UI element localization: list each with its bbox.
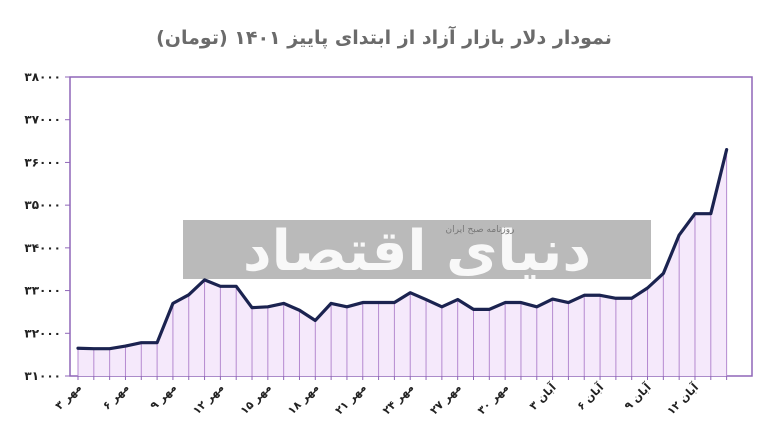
x-tick-label: ۶ مهر bbox=[100, 381, 131, 412]
y-axis: ۳۱۰۰۰ ۳۲۰۰۰ ۳۳۰۰۰ ۳۴۰۰۰ ۳۵۰۰۰ ۳۶۰۰۰ ۳۷۰۰۰ ۳۸۰۰۰ bbox=[24, 70, 70, 383]
watermark-tagline: روزنامه صبح ایران bbox=[446, 225, 515, 235]
watermark-brand: دنیای اقتصاد bbox=[243, 219, 591, 284]
x-tick-label: ۶ آبان bbox=[574, 380, 607, 413]
x-tick-label: ۲۱ مهر bbox=[333, 381, 369, 417]
x-tick-label: ۱۲ مهر bbox=[190, 381, 226, 417]
x-tick-label: ۹ مهر bbox=[148, 381, 179, 412]
watermark: دنیای اقتصاد روزنامه صبح ایران bbox=[183, 219, 651, 284]
drop-lines bbox=[77, 149, 728, 376]
x-tick-label: ۱۲ آبان bbox=[664, 380, 701, 417]
series-line-group bbox=[76, 148, 729, 351]
x-tick-label: ۲۷ مهر bbox=[428, 381, 464, 417]
x-tick-label: ۳۰ مهر bbox=[475, 381, 511, 417]
y-tick-label: ۳۲۰۰۰ bbox=[24, 326, 61, 340]
area-shape bbox=[78, 149, 727, 376]
x-tick-label: ۱۸ مهر bbox=[285, 381, 321, 417]
x-axis: ۳ مهر ۶ مهر ۹ مهر ۱۲ مهر ۱۵ مهر ۱۸ مهر ۲۱ مهر ۲… bbox=[53, 376, 728, 417]
x-tick-label: ۳ مهر bbox=[53, 381, 84, 412]
y-tick-label: ۳۳۰۰۰ bbox=[24, 284, 61, 298]
x-tick-label: ۲۴ مهر bbox=[380, 381, 416, 417]
y-tick-label: ۳۴۰۰۰ bbox=[24, 241, 61, 255]
y-tick-label: ۳۷۰۰۰ bbox=[24, 113, 61, 127]
series-line bbox=[76, 148, 729, 351]
x-tick-label: ۱۵ مهر bbox=[238, 381, 274, 417]
area-fill bbox=[78, 149, 727, 376]
y-tick-label: ۳۱۰۰۰ bbox=[24, 369, 61, 383]
y-tick-label: ۳۶۰۰۰ bbox=[24, 155, 61, 169]
x-tick-label: ۹ آبان bbox=[621, 380, 654, 413]
chart-title: نمودار دلار بازار آزاد از ابتدای پاییز ۱… bbox=[156, 25, 612, 49]
x-tick-label: ۳ آبان bbox=[526, 380, 559, 413]
watermark-band bbox=[183, 220, 651, 279]
y-tick-label: ۳۵۰۰۰ bbox=[24, 198, 61, 212]
y-tick-label: ۳۸۰۰۰ bbox=[24, 70, 61, 84]
